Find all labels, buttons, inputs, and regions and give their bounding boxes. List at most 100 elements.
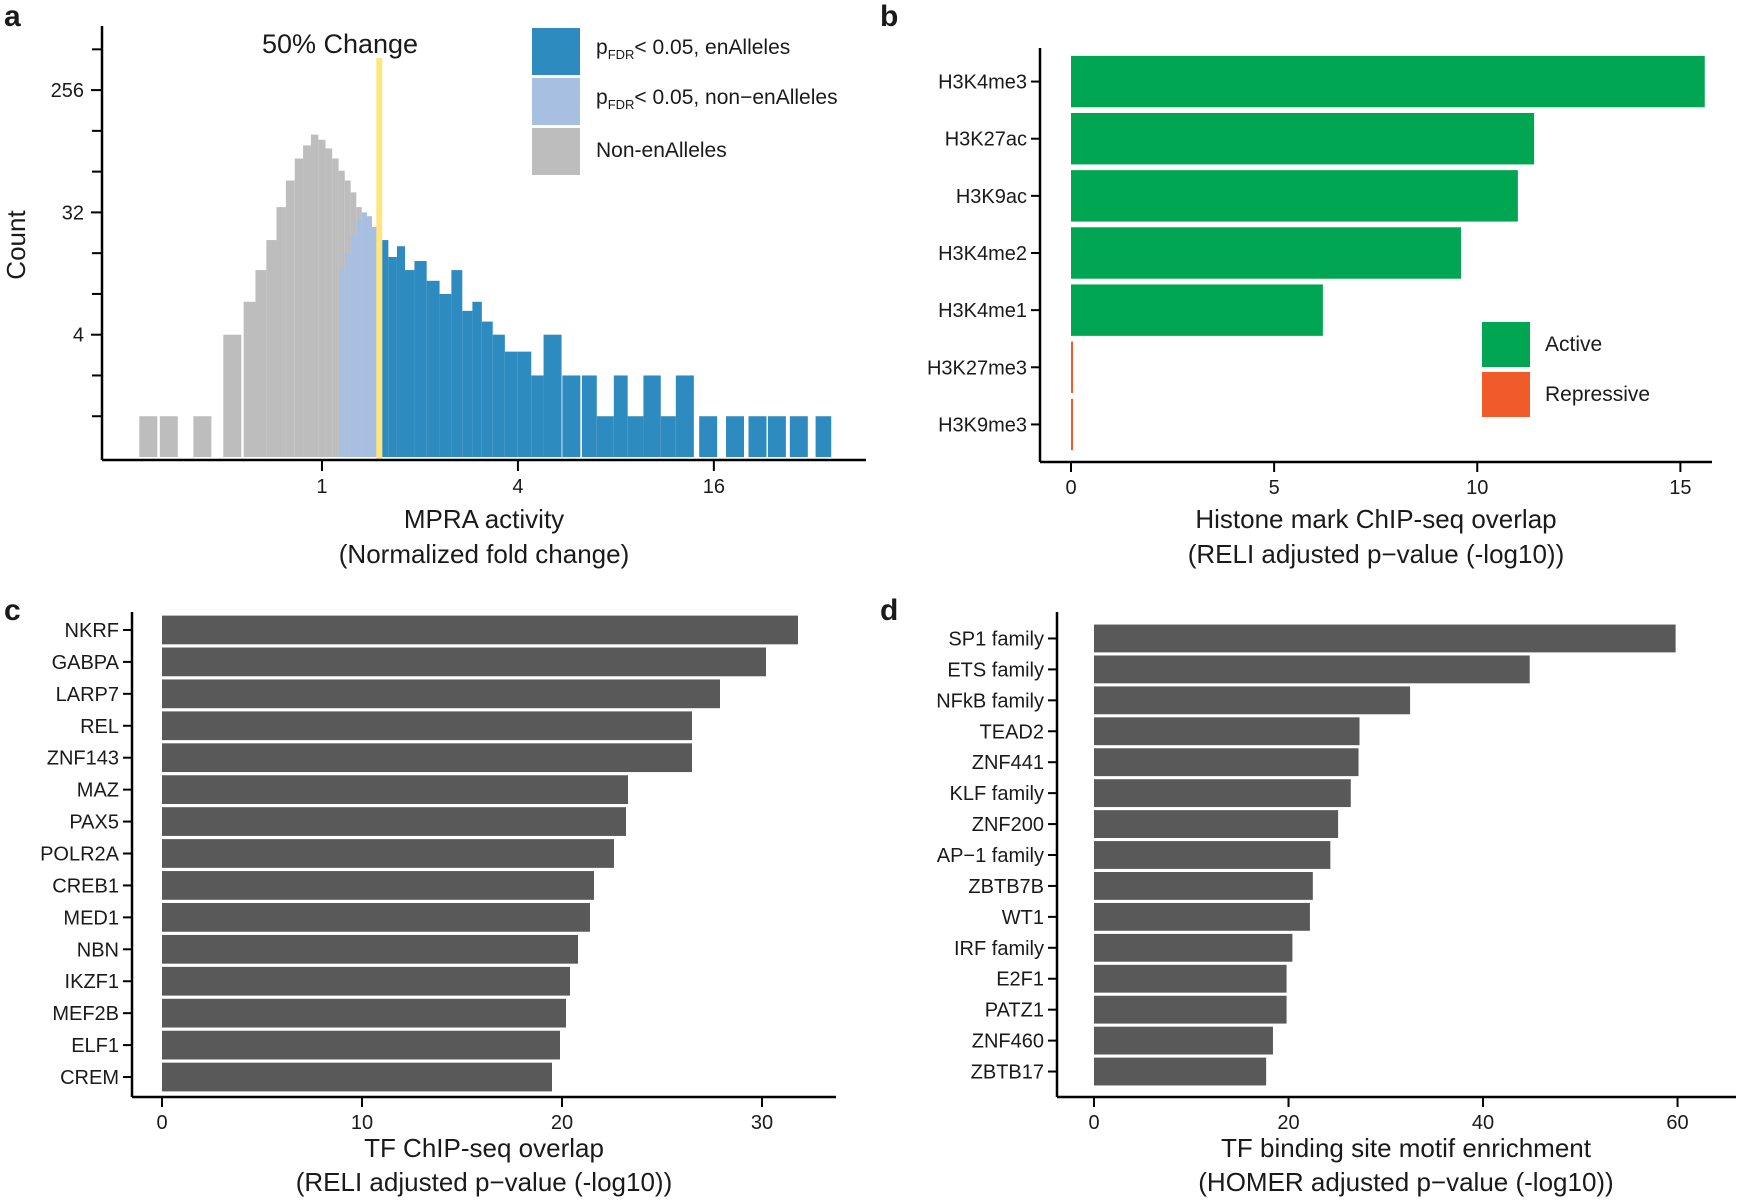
category-label: PATZ1 (985, 1000, 1044, 1022)
histogram-bar (388, 256, 397, 457)
category-label: ETS family (947, 659, 1044, 681)
histogram-bar (504, 351, 518, 457)
bar-rel (162, 711, 692, 741)
category-label: ZNF200 (972, 814, 1044, 836)
panel-b-categories: H3K4me3 H3K27ac H3K9ac H3K4me2 H3K4me1 H3K27m… (927, 72, 1040, 436)
x-tick-label: 0 (1065, 477, 1076, 499)
category-label: ZNF143 (47, 748, 119, 770)
histogram-bar (223, 334, 242, 457)
bar-ap-1-family (1094, 841, 1331, 869)
histogram-bar (492, 334, 505, 457)
panel-c-xlabel: TF ChIP-seq overlap (364, 1133, 604, 1163)
panel-d-categories: SP1 family ETS family NFkB family TEAD2 ZNF4… (936, 628, 1057, 1084)
panel-a-xlabel: MPRA activity (404, 504, 564, 534)
bar-sp1-family (1094, 624, 1676, 653)
bar-nkrf (162, 615, 798, 645)
histogram-bar (472, 301, 482, 457)
bar-irf-family (1094, 933, 1293, 962)
y-tick-label: 256 (51, 80, 84, 102)
category-label: IRF family (954, 938, 1044, 960)
histogram-bar (439, 293, 452, 457)
histogram-bar (596, 416, 614, 457)
series-pfdr-0-05-enalleles (381, 240, 832, 457)
bar-mef2b (162, 998, 566, 1028)
histogram-bar (660, 416, 676, 457)
legend-label-enalleles: pFDR< 0.05, enAlleles (596, 36, 790, 62)
histogram-bar (159, 416, 178, 457)
panel-d: d SP1 family ETS family NFkB family TEAD2 ZN… (880, 594, 1736, 1197)
histogram-bar (643, 375, 661, 457)
bar-e2f1 (1094, 964, 1287, 993)
bar-larp7 (162, 679, 720, 709)
panel-d-x-ticks: 0 20 40 60 (1088, 1097, 1689, 1134)
panel-b-xlabel: Histone mark ChIP-seq overlap (1195, 504, 1556, 534)
bar-h3k4me3 (1071, 55, 1705, 108)
category-label: GABPA (52, 652, 120, 674)
category-label: H3K9ac (956, 186, 1027, 208)
histogram-bar (243, 301, 256, 457)
histogram-bar (193, 416, 212, 457)
panel-a-xlabel-2: (Normalized fold change) (339, 539, 629, 569)
panel-label-d: d (880, 594, 898, 627)
histogram-bar (276, 207, 286, 457)
bar-h3k9me3 (1071, 398, 1074, 451)
bar-nfkb-family (1094, 686, 1411, 715)
histogram-bar (815, 416, 832, 457)
category-label: CREM (60, 1067, 119, 1089)
bar-nbn (162, 934, 578, 964)
legend-label-non-enalleles-sig: pFDR< 0.05, non−enAlleles (596, 86, 838, 112)
histogram-bar (405, 270, 415, 457)
histogram-bar (767, 416, 786, 457)
panel-a-histogram (139, 134, 832, 458)
histogram-bar (581, 375, 597, 457)
histogram-bar (266, 240, 277, 457)
bar-klf-family (1094, 779, 1351, 808)
panel-a-x-ticks: 1 4 16 (316, 460, 725, 498)
bar-gabpa (162, 647, 766, 677)
panel-a-y-minor-ticks (92, 48, 102, 418)
histogram-bar (396, 246, 406, 457)
bar-maz (162, 775, 628, 805)
x-tick-label: 16 (703, 476, 725, 498)
x-tick-label: 40 (1472, 1112, 1494, 1134)
bar-tead2 (1094, 717, 1360, 746)
bar-h3k4me2 (1071, 227, 1461, 279)
histogram-bar (139, 416, 158, 457)
category-label: SP1 family (948, 628, 1044, 650)
histogram-bar (451, 270, 463, 457)
histogram-bar (627, 416, 644, 457)
category-label: ELF1 (71, 1035, 119, 1057)
x-tick-label: 4 (512, 476, 523, 498)
x-tick-label: 0 (1088, 1112, 1099, 1134)
bar-pax5 (162, 807, 626, 836)
panel-b-xlabel-2: (RELI adjusted p−value (-log10)) (1188, 539, 1564, 569)
panel-a-y-ticks: 4 32 256 (51, 80, 102, 347)
bar-zbtb7b (1094, 872, 1313, 900)
category-label: CREB1 (52, 875, 119, 897)
histogram-bar (350, 234, 357, 457)
histogram-bar (356, 220, 362, 457)
legend-label-non-enalleles: Non-enAlleles (596, 139, 727, 162)
panel-d-xlabel: TF binding site motif enrichment (1221, 1133, 1592, 1163)
panel-c-categories: NKRF GABPA LARP7 REL ZNF143 MAZ PAX5 POLR2A CREB… (40, 620, 132, 1089)
x-tick-label: 60 (1666, 1112, 1688, 1134)
category-label: IKZF1 (65, 971, 119, 993)
category-label: MAZ (77, 780, 119, 802)
category-label: NFkB family (936, 690, 1044, 712)
histogram-bar (366, 216, 373, 457)
category-label: POLR2A (40, 844, 120, 866)
x-tick-label: 10 (351, 1112, 373, 1134)
category-label: LARP7 (56, 684, 119, 706)
histogram-bar (462, 310, 473, 457)
panel-c-bars (162, 615, 798, 1092)
histogram-bar (789, 416, 808, 457)
category-label: ZNF460 (972, 1031, 1044, 1053)
panel-c: c NKRF GABPA LARP7 REL ZNF143 MAZ PAX5 POLR2A CR… (4, 594, 836, 1197)
panel-b-x-ticks: 0 5 10 15 (1065, 462, 1692, 499)
panel-label-a: a (4, 0, 21, 33)
histogram-bar (372, 226, 377, 457)
x-tick-label: 15 (1669, 477, 1691, 499)
histogram-bar (481, 321, 493, 457)
histogram-bar (414, 261, 427, 457)
bar-creb1 (162, 871, 594, 900)
